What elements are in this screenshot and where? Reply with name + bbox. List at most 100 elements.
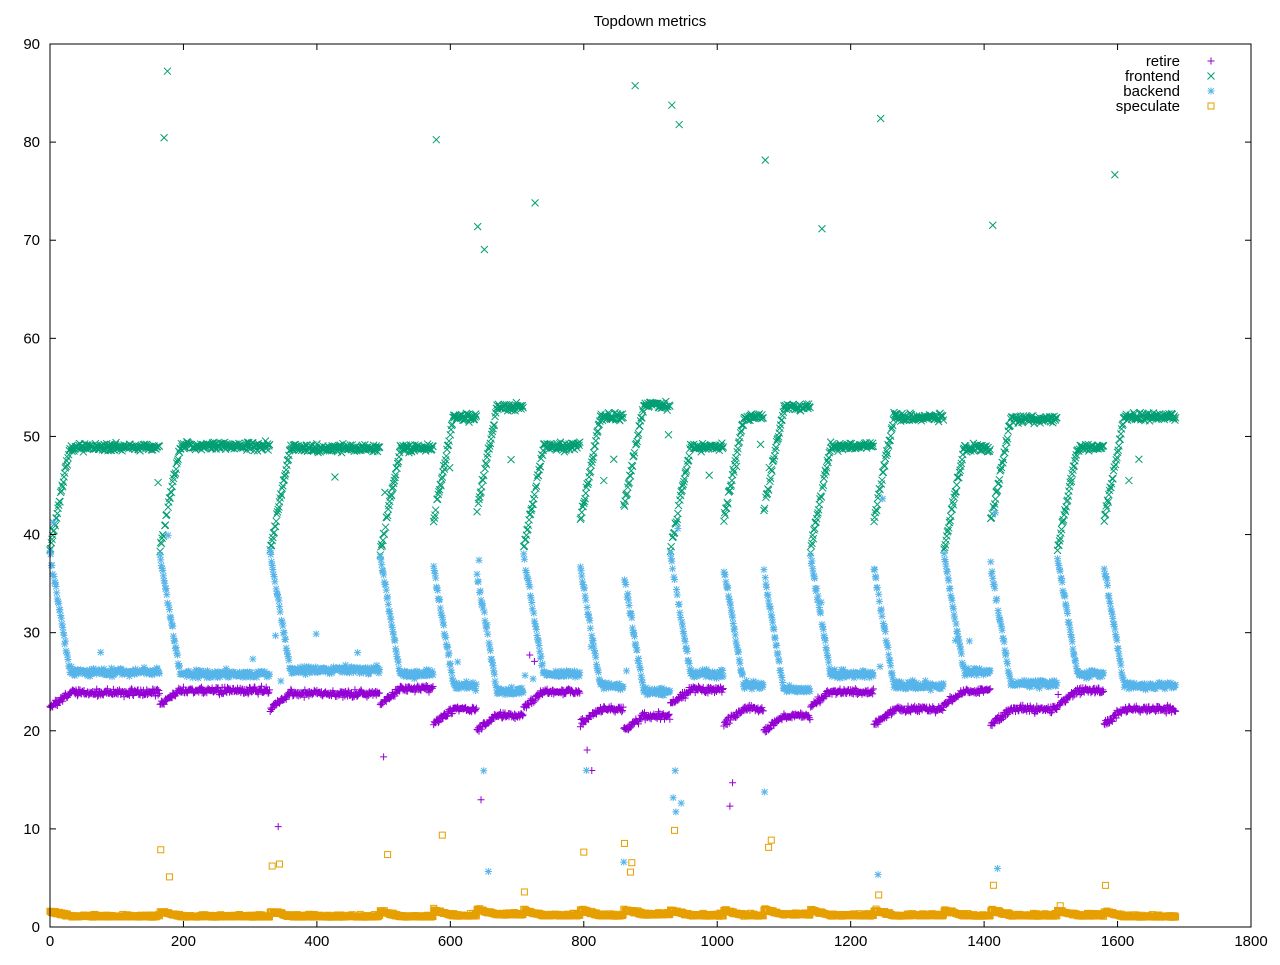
backend-point (472, 687, 480, 695)
retire-point (471, 707, 479, 715)
backend-point (685, 659, 693, 667)
backend-point (56, 606, 64, 614)
backend-point (484, 630, 492, 638)
backend-point (586, 617, 594, 625)
backend-point (394, 658, 402, 666)
backend-point (586, 624, 594, 632)
retire-point (665, 710, 673, 718)
backend-point (382, 580, 390, 588)
backend-point (1070, 651, 1078, 659)
backend-point (625, 602, 633, 610)
backend-point (727, 601, 735, 609)
backend-point (386, 607, 394, 615)
backend-point (769, 618, 777, 626)
backend-point (881, 628, 889, 636)
backend-point (1068, 638, 1076, 646)
backend-point (169, 622, 177, 630)
backend-point (490, 670, 498, 678)
backend-point (576, 668, 584, 676)
backend-point (536, 647, 544, 655)
backend-point (619, 683, 627, 691)
backend-point (589, 637, 597, 645)
backend-point (312, 630, 320, 638)
backend-point (817, 609, 825, 617)
retire-point (443, 712, 451, 720)
backend-point (952, 620, 960, 628)
backend-point (480, 608, 488, 616)
retire-point (869, 685, 877, 693)
backend-point (736, 659, 744, 667)
retire-point (429, 683, 437, 691)
retire-point (268, 705, 276, 713)
backend-point (49, 518, 57, 526)
backend-point (724, 584, 732, 592)
retire-point (726, 802, 734, 810)
retire-point (487, 718, 495, 726)
backend-point (808, 557, 816, 565)
backend-point (767, 605, 775, 613)
retire-point (759, 707, 767, 715)
backend-point (1117, 661, 1125, 669)
retire-point (874, 720, 882, 728)
backend-point (814, 592, 822, 600)
retire-point (806, 716, 814, 724)
backend-point (530, 609, 538, 617)
backend-point (592, 653, 600, 661)
backend-point (52, 583, 60, 591)
backend-point (888, 669, 896, 677)
backend-point (630, 632, 638, 640)
backend-point (1104, 581, 1112, 589)
backend-point (729, 614, 737, 622)
backend-point (761, 574, 769, 582)
retire-point (619, 703, 627, 711)
backend-point (163, 591, 171, 599)
backend-point (538, 660, 546, 668)
backend-point (775, 657, 783, 665)
retire-point (434, 719, 442, 727)
backend-point (272, 632, 280, 640)
backend-point (55, 599, 63, 607)
backend-point (763, 583, 771, 591)
backend-point (943, 568, 951, 576)
backend-point (945, 577, 953, 585)
backend-point (1056, 567, 1064, 575)
backend-point (877, 605, 885, 613)
backend-point (671, 576, 679, 584)
backend-point (873, 583, 881, 591)
backend-point (1072, 657, 1080, 665)
retire-point (93, 692, 101, 700)
backend-point (594, 668, 602, 676)
backend-point (957, 650, 965, 658)
backend-point (764, 591, 772, 599)
retire-point (282, 695, 290, 703)
backend-point (875, 590, 883, 598)
backend-point (672, 808, 680, 816)
chart-title: Topdown metrics (594, 13, 707, 30)
backend-point (1061, 592, 1069, 600)
backend-point (521, 671, 529, 679)
backend-point (620, 858, 628, 866)
backend-point (161, 579, 169, 587)
backend-point (64, 655, 72, 663)
backend-point (474, 578, 482, 586)
retire-point (155, 689, 163, 697)
backend-point (432, 574, 440, 582)
backend-point (761, 788, 769, 796)
backend-point (1002, 649, 1010, 657)
backend-point (480, 767, 488, 775)
backend-point (636, 665, 644, 673)
backend-point (159, 566, 167, 574)
backend-point (473, 570, 481, 578)
backend-point (528, 599, 536, 607)
retire-point (530, 698, 538, 706)
backend-point (172, 643, 180, 651)
backend-point (280, 629, 288, 637)
backend-point (819, 625, 827, 633)
retire-point (583, 746, 591, 754)
retire-point (816, 699, 824, 707)
backend-point (279, 622, 287, 630)
backend-point (164, 531, 172, 539)
backend-point (885, 651, 893, 659)
backend-point (940, 550, 948, 558)
